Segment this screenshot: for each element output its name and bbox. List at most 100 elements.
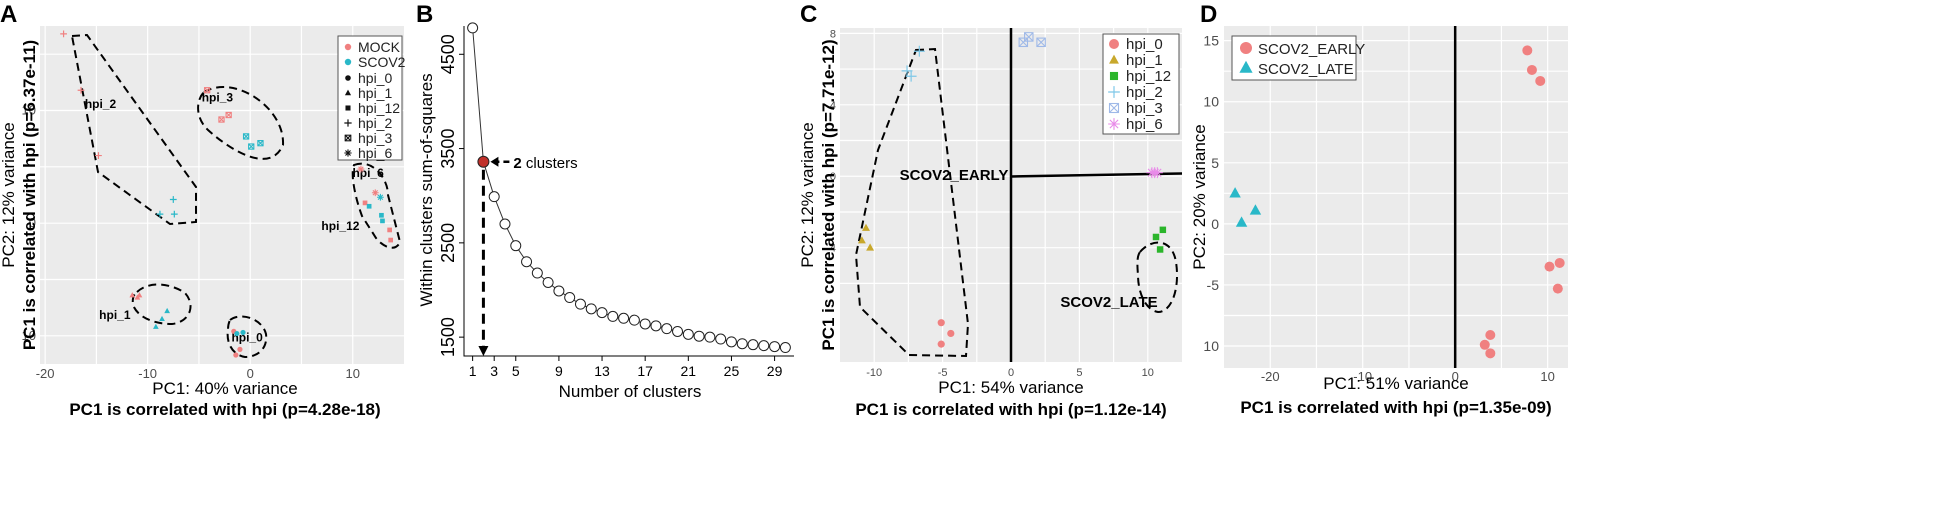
- hull-hpi-0: [226, 315, 268, 359]
- panel-b-point: [596, 307, 608, 319]
- panel-b-point: [628, 314, 640, 326]
- legend-key-hpi-12: [345, 105, 351, 111]
- panel-a-point-shape: [225, 111, 232, 119]
- panel-a-point: [170, 210, 178, 218]
- legend-key-hpi-6: [1108, 118, 1120, 130]
- panel-d-point-late: [1235, 216, 1248, 227]
- panel-d-point-early: [1552, 283, 1563, 294]
- panel-c-points: [857, 32, 1167, 348]
- panel-b-ylabel: Within clusters sum-of-squares: [417, 73, 436, 306]
- panel-b-point: [650, 320, 662, 332]
- panel-d-label: D: [1200, 1, 1217, 28]
- panel-c-point: [937, 340, 945, 348]
- legend-key-hpi-1-shape: [344, 89, 352, 96]
- panel-b-point: [758, 340, 770, 352]
- panel-a-point: [60, 30, 67, 38]
- panel-a-point: [371, 189, 379, 197]
- panel-b-xtick-label: 1: [469, 363, 477, 379]
- panel-c-point-shape: [905, 70, 917, 82]
- panel-c-point-shape: [1156, 246, 1164, 253]
- panel-d-point-early: [1479, 339, 1490, 350]
- panel-a-point: [129, 292, 136, 298]
- legend-label-hpi-0: hpi_0: [1126, 36, 1163, 53]
- panel-d-points: [1229, 45, 1565, 359]
- panel-d-point-early-shape: [1485, 330, 1496, 341]
- panel-a-point: [387, 227, 392, 233]
- panel-c-point-shape: [1018, 37, 1029, 48]
- panel-a-point-shape: [371, 189, 379, 197]
- hull-scov2-late: [1136, 241, 1178, 314]
- panel-b-xtick-label: 25: [724, 363, 740, 379]
- panel-a-point-cross: [225, 112, 232, 118]
- panel-a-point: [159, 315, 165, 322]
- panel-a-point-shape: [357, 165, 365, 173]
- legend-key-hpi-12-shape: [345, 105, 351, 111]
- panel-a-point: [234, 330, 240, 337]
- panel-c-point: [857, 236, 866, 244]
- panel-a-point-shape: [156, 210, 164, 218]
- panel-d-point-early-shape: [1544, 261, 1555, 272]
- panel-a-group-label: hpi_3: [202, 90, 234, 104]
- panel-b-arrow-head-down: [478, 346, 489, 356]
- panel-b-point: [779, 342, 791, 354]
- panel-a-xtick-label: 10: [345, 366, 359, 381]
- legend-key-hpi-0-shape: [345, 75, 351, 81]
- panel-a-ytick-label: 10: [22, 103, 36, 118]
- panel-d-point-early-shape: [1552, 283, 1563, 294]
- panel-c-point-shape: [1159, 226, 1167, 234]
- panel-a-point-shape: [170, 210, 178, 218]
- panel-c-point: [1024, 32, 1034, 42]
- panel-a-point: [248, 143, 255, 150]
- panel-c-point-shape: [1024, 32, 1034, 42]
- panel-c-point-shape: [1152, 233, 1160, 241]
- panel-a-point: [366, 203, 372, 209]
- panel-b-point: [488, 191, 500, 203]
- panel-c-point-shape: [947, 329, 955, 338]
- panel-c-xlabel-sub: PC1 is correlated with hpi (p=1.12e-14): [855, 400, 1166, 419]
- panel-b-xtick-label: 17: [637, 363, 653, 379]
- panel-a-point-shape: [136, 292, 143, 298]
- panel-a-point-shape: [203, 87, 211, 94]
- panel-d-ytick-label: -5: [1207, 277, 1220, 293]
- panel-b-point: [747, 339, 759, 351]
- panel-d-plot-area: [1224, 26, 1568, 368]
- panel-a-group-label: hpi_2: [85, 97, 117, 111]
- panel-a-point-cross: [257, 140, 264, 147]
- panel-c: C SCOV2_EARLY SCOV2_LATE -10 -5 0 5 10 8 4 0 4 h…: [798, 1, 1183, 419]
- panel-d-xlabel-sub: PC1 is correlated with hpi (p=1.35e-09): [1240, 398, 1551, 417]
- panel-d-point-early-shape: [1554, 257, 1565, 268]
- panel-c-legend-box: [1102, 33, 1180, 135]
- panel-a-point-shape: [362, 200, 368, 206]
- panel-a-xtick-label: -10: [138, 366, 157, 381]
- legend-key-hpi-3: [1108, 102, 1120, 114]
- panel-a-points: [60, 30, 394, 358]
- panel-d-ytick-label: 5: [1211, 155, 1219, 171]
- panel-a-point-shape: [237, 346, 243, 352]
- panel-c-point: [862, 223, 870, 231]
- panel-a-ytick-label: 0: [29, 215, 36, 230]
- legend-key-scov2: [344, 58, 352, 66]
- panel-d-legend-box: [1231, 35, 1357, 81]
- panel-a-point-shape: [159, 315, 165, 322]
- panel-b-point: [693, 330, 705, 342]
- panel-a-point: [237, 346, 243, 352]
- panel-a-point: [379, 212, 384, 218]
- panel-b-label: B: [416, 1, 433, 28]
- panel-a-point: [388, 237, 394, 243]
- panel-b-point: [672, 325, 684, 337]
- panel-a-xlabel: PC1: 40% variance: [152, 379, 298, 398]
- panel-a-xtick-label: -20: [36, 366, 55, 381]
- panel-c-xtick-label: 5: [1076, 367, 1082, 379]
- panel-a-xtick-label: 0: [247, 366, 254, 381]
- panel-c-point-shape: [1149, 167, 1161, 179]
- panel-b-annotation-text: 2 clusters: [513, 155, 577, 172]
- panel-a-point-shape: [379, 212, 384, 218]
- panel-c-point: [913, 45, 925, 57]
- panel-c-point-shape: [937, 340, 945, 348]
- panel-a-point: [362, 200, 368, 206]
- panel-a-point: [95, 152, 102, 159]
- panel-c-xtick-label: 0: [1008, 367, 1014, 379]
- hull-hpi-6-12: [351, 162, 402, 249]
- panel-a-point-shape: [377, 193, 384, 201]
